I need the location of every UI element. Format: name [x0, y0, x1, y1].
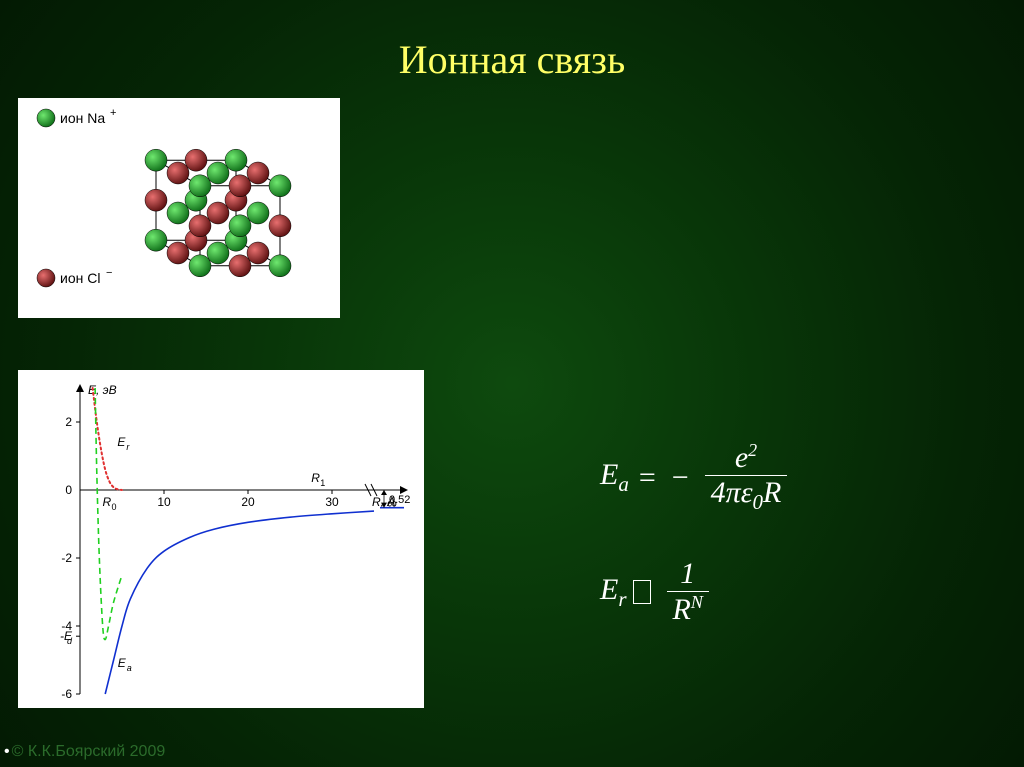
- er-den-sup: N: [691, 592, 703, 612]
- equals-sign: =: [639, 461, 656, 495]
- svg-text:R: R: [102, 495, 111, 509]
- ea-lhs-sub: a: [618, 472, 629, 496]
- ea-num: e2: [729, 440, 763, 475]
- svg-text:E: E: [117, 435, 126, 449]
- er-den-sym: R: [673, 593, 691, 626]
- ea-fraction: e2 4πε0R: [705, 440, 788, 515]
- slide: Ионная связь ион Na+ион Cl− -6-4-2201020…: [0, 0, 1024, 767]
- svg-text:0.52: 0.52: [389, 494, 410, 506]
- er-num: 1: [674, 557, 701, 591]
- svg-text:0: 0: [65, 483, 72, 497]
- ea-den: 4πε0R: [705, 476, 788, 515]
- svg-text:20: 20: [241, 495, 255, 509]
- lattice-diagram: ион Na + ион Cl−: [18, 98, 340, 318]
- er-lhs-sub: r: [618, 587, 626, 611]
- formula-ea: Ea = − e2 4πε0R: [600, 440, 797, 515]
- ea-den-prefix: 4πε: [711, 476, 753, 509]
- svg-text:2: 2: [65, 415, 72, 429]
- svg-text:30: 30: [325, 495, 339, 509]
- formulas: Ea = − e2 4πε0R Er 1: [600, 440, 797, 669]
- svg-text:10: 10: [157, 495, 171, 509]
- svg-text:d: d: [67, 636, 73, 646]
- ea-den-sub: 0: [753, 490, 764, 514]
- ea-lhs-sym: E: [600, 458, 618, 491]
- svg-text:a: a: [127, 663, 132, 673]
- svg-text:ион Cl: ион Cl: [60, 270, 100, 286]
- ea-den-suffix: R: [763, 476, 781, 509]
- svg-text:-6: -6: [61, 687, 72, 701]
- svg-text:r: r: [126, 442, 130, 452]
- svg-text:+: +: [110, 107, 116, 119]
- er-den: RN: [667, 592, 709, 627]
- copyright: •© К.К.Боярский 2009: [4, 743, 165, 761]
- ea-lhs: Ea: [600, 458, 629, 497]
- ea-num-sup: 2: [748, 440, 757, 460]
- copyright-text: © К.К.Боярский 2009: [12, 743, 166, 760]
- er-lhs: Er: [600, 573, 627, 612]
- minus-sign: −: [672, 461, 689, 495]
- er-lhs-sym: E: [600, 573, 618, 606]
- svg-text:ион Na: ион Na: [60, 110, 105, 126]
- svg-text:-2: -2: [61, 551, 72, 565]
- formula-er: Er 1 RN: [600, 557, 797, 627]
- chart-svg: -6-4-220102030E, эВR, Å-EdR0R1ErEa∞0.52: [18, 370, 424, 708]
- proportional-box: [633, 580, 651, 604]
- lattice-svg: ион Na + ион Cl−: [18, 98, 340, 318]
- svg-text:E: E: [118, 656, 127, 670]
- bullet-icon: •: [4, 743, 10, 760]
- svg-text:1: 1: [320, 478, 325, 488]
- svg-text:−: −: [106, 267, 112, 279]
- slide-title: Ионная связь: [0, 36, 1024, 83]
- er-fraction: 1 RN: [667, 557, 709, 627]
- ea-num-sym: e: [735, 441, 748, 474]
- energy-chart: -6-4-220102030E, эВR, Å-EdR0R1ErEa∞0.52: [18, 370, 424, 708]
- svg-text:R: R: [311, 471, 320, 485]
- svg-text:0: 0: [111, 502, 116, 512]
